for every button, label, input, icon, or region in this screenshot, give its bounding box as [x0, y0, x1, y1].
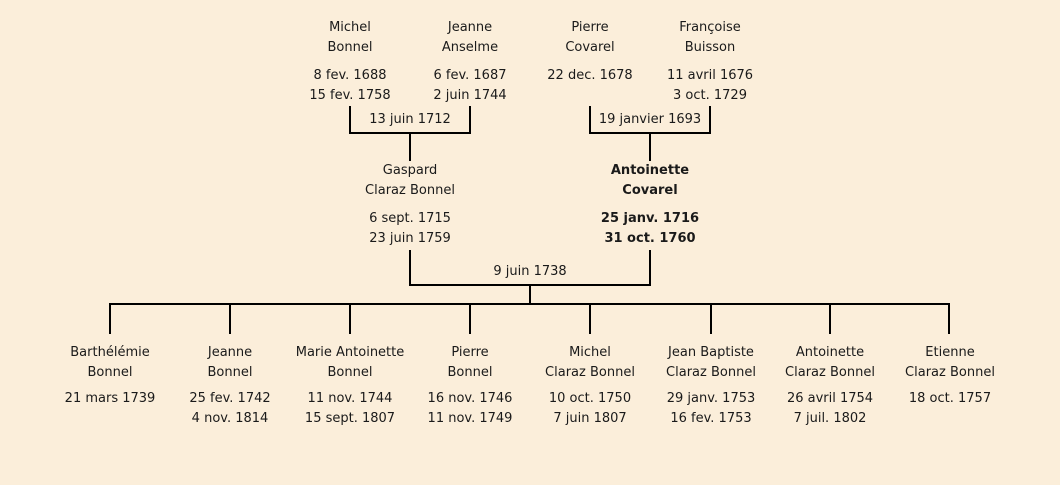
person-birth-date: 10 oct. 1750 [548, 391, 632, 406]
descent-line [409, 132, 411, 161]
person-name: Barthélémie [70, 345, 150, 360]
person-name: Marie Antoinette [295, 345, 405, 360]
child-drop-line [829, 303, 831, 334]
person-name: Buisson [684, 40, 736, 55]
person-birth-date: 22 dec. 1678 [547, 68, 633, 83]
parent-stub-line [349, 106, 351, 134]
parent-stub-line [409, 250, 411, 286]
person-name: Claraz Bonnel [785, 365, 875, 380]
person-name: Michel [329, 20, 371, 35]
child-drop-line [229, 303, 231, 334]
person-birth-date: 16 nov. 1746 [427, 391, 513, 406]
person-death-date: 31 oct. 1760 [604, 231, 696, 246]
child-drop-line [948, 303, 950, 334]
marriage-date-claraz-bonnel-covarel: 9 juin 1738 [493, 264, 567, 279]
parent-stub-line [709, 106, 711, 134]
person-death-date: 4 nov. 1814 [191, 411, 269, 426]
person-marie-antoinette-bonnel: Marie Antoinette Bonnel 11 nov. 1744 15 … [285, 343, 415, 429]
descent-line [649, 132, 651, 161]
person-birth-date: 6 sept. 1715 [369, 211, 451, 226]
child-drop-line [469, 303, 471, 334]
child-drop-line [710, 303, 712, 334]
person-name: Claraz Bonnel [666, 365, 756, 380]
person-name: Gaspard [382, 163, 438, 178]
person-birth-date: 11 nov. 1744 [307, 391, 393, 406]
person-death-date: 2 juin 1744 [433, 88, 507, 103]
person-birth-date: 6 fev. 1687 [433, 68, 507, 83]
person-name: Antoinette [795, 345, 865, 360]
marriage-date-covarel-buisson: 19 janvier 1693 [598, 112, 702, 127]
person-birth-date: 26 avril 1754 [786, 391, 874, 406]
person-jean-baptiste-claraz-bonnel: Jean Baptiste Claraz Bonnel 29 janv. 175… [646, 343, 776, 429]
descent-line [529, 284, 531, 305]
person-birth-date: 29 janv. 1753 [666, 391, 756, 406]
person-birth-date: 11 avril 1676 [666, 68, 754, 83]
person-name: Bonnel [327, 40, 373, 55]
person-name: Antoinette [610, 163, 690, 178]
person-name: Anselme [441, 40, 499, 55]
person-name: Jean Baptiste [668, 345, 754, 360]
person-barthelemie-bonnel: Barthélémie Bonnel 21 mars 1739 [45, 343, 175, 429]
person-name: Bonnel [207, 365, 253, 380]
person-death-date [45, 409, 175, 429]
person-death-date [885, 409, 1015, 429]
person-pierre-covarel: Pierre Covarel 22 dec. 1678 [520, 18, 660, 106]
person-name: Françoise [679, 20, 741, 35]
person-michel-bonnel: Michel Bonnel 8 fev. 1688 15 fev. 1758 [280, 18, 420, 106]
person-name: Claraz Bonnel [905, 365, 995, 380]
person-death-date: 16 fev. 1753 [670, 411, 752, 426]
person-birth-date: 25 janv. 1716 [600, 211, 700, 226]
person-name: Bonnel [327, 365, 373, 380]
person-name: Covarel [565, 40, 615, 55]
person-birth-date: 18 oct. 1757 [908, 391, 992, 406]
person-name: Etienne [925, 345, 975, 360]
person-name: Bonnel [87, 365, 133, 380]
person-name: Jeanne [207, 345, 253, 360]
person-name: Pierre [451, 345, 489, 360]
person-death-date: 15 fev. 1758 [309, 88, 391, 103]
person-name: Jeanne [447, 20, 493, 35]
person-death-date [520, 86, 660, 106]
person-etienne-claraz-bonnel: Etienne Claraz Bonnel 18 oct. 1757 [885, 343, 1015, 429]
person-jeanne-anselme: Jeanne Anselme 6 fev. 1687 2 juin 1744 [400, 18, 540, 106]
person-birth-date: 21 mars 1739 [64, 391, 156, 406]
person-gaspard-claraz-bonnel: Gaspard Claraz Bonnel 6 sept. 1715 23 ju… [340, 161, 480, 249]
person-name: Bonnel [447, 365, 493, 380]
person-birth-date: 25 fev. 1742 [189, 391, 271, 406]
person-antoinette-covarel: Antoinette Covarel 25 janv. 1716 31 oct.… [580, 161, 720, 249]
child-drop-line [589, 303, 591, 334]
child-drop-line [109, 303, 111, 334]
person-birth-date: 8 fev. 1688 [313, 68, 387, 83]
person-pierre-bonnel: Pierre Bonnel 16 nov. 1746 11 nov. 1749 [405, 343, 535, 429]
person-jeanne-bonnel: Jeanne Bonnel 25 fev. 1742 4 nov. 1814 [165, 343, 295, 429]
person-name: Claraz Bonnel [545, 365, 635, 380]
person-death-date: 11 nov. 1749 [427, 411, 513, 426]
child-drop-line [349, 303, 351, 334]
person-death-date: 3 oct. 1729 [673, 88, 747, 103]
sibling-bar-line [109, 303, 950, 305]
marriage-date-bonnel-anselme: 13 juin 1712 [369, 112, 451, 127]
person-name: Covarel [622, 183, 678, 198]
person-death-date: 7 juin 1807 [553, 411, 627, 426]
person-name: Claraz Bonnel [365, 183, 455, 198]
person-name: Michel [569, 345, 611, 360]
person-michel-claraz-bonnel: Michel Claraz Bonnel 10 oct. 1750 7 juin… [525, 343, 655, 429]
person-francoise-buisson: Françoise Buisson 11 avril 1676 3 oct. 1… [640, 18, 780, 106]
parent-stub-line [589, 106, 591, 134]
parent-stub-line [469, 106, 471, 134]
person-death-date: 15 sept. 1807 [304, 411, 396, 426]
person-name: Pierre [571, 20, 609, 35]
person-death-date: 23 juin 1759 [369, 231, 451, 246]
parent-stub-line [649, 250, 651, 286]
person-death-date: 7 juil. 1802 [793, 411, 867, 426]
person-antoinette-claraz-bonnel: Antoinette Claraz Bonnel 26 avril 1754 7… [765, 343, 895, 429]
